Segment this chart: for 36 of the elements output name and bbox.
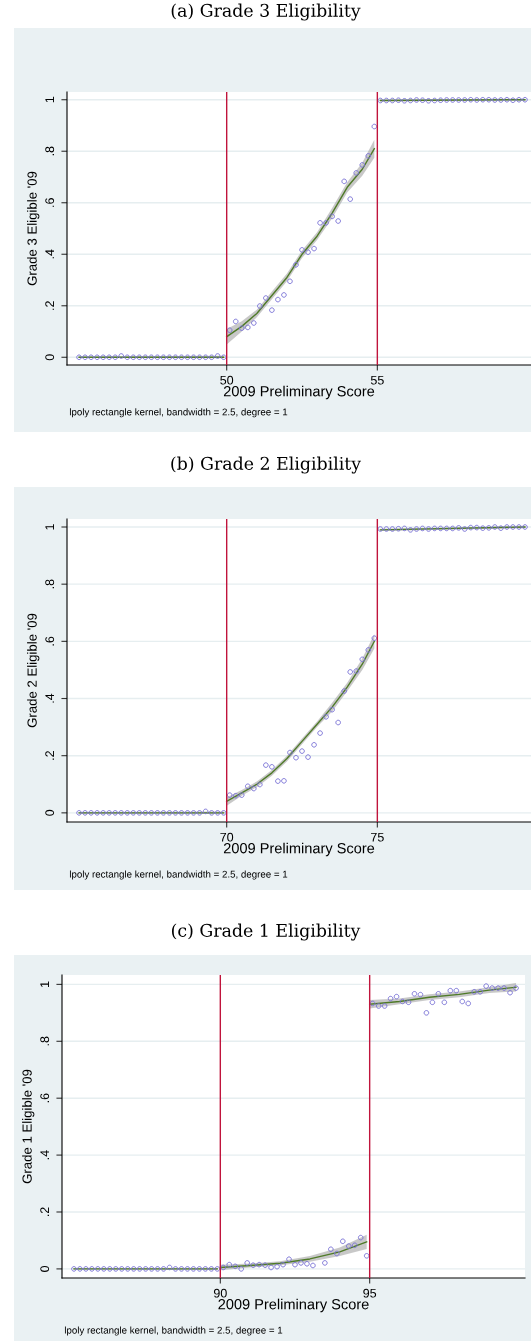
x-tick-label: 75 xyxy=(371,832,384,842)
y-tick-label: 1 xyxy=(45,96,54,103)
y-tick-label: .8 xyxy=(45,579,55,589)
y-axis-title: Grade 1 Eligible '09 xyxy=(22,1069,35,1184)
y-tick-label: 1 xyxy=(45,524,54,530)
x-tick-label: 55 xyxy=(370,375,384,385)
y-axis-title: Grade 3 Eligible '09 xyxy=(27,171,40,286)
y-tick-label: .8 xyxy=(40,1036,50,1046)
x-tick-label: 90 xyxy=(213,1288,227,1298)
y-tick-label: .6 xyxy=(40,1093,50,1103)
chart-title: (b) Grade 2 Eligibility xyxy=(171,456,362,474)
y-tick-label: .8 xyxy=(45,146,55,156)
x-axis-title: 2009 Preliminary Score xyxy=(218,1298,369,1313)
y-axis-title: Grade 2 Eligible '09 xyxy=(27,613,40,728)
chart-title: (c) Grade 1 Eligibility xyxy=(171,923,361,941)
x-axis-title: 2009 Preliminary Score xyxy=(223,842,375,857)
y-tick-label: .4 xyxy=(45,693,54,703)
y-tick-label: .4 xyxy=(40,1150,49,1160)
y-tick-label: 0 xyxy=(40,1265,50,1272)
y-tick-label: .2 xyxy=(40,1207,49,1217)
x-tick-label: 50 xyxy=(220,375,234,385)
y-tick-label: 0 xyxy=(45,809,55,816)
x-tick-label: 70 xyxy=(220,832,234,842)
x-tick-label: 95 xyxy=(363,1288,377,1298)
y-tick-label: .2 xyxy=(45,301,54,310)
text: lpoly rectangle kernel, bandwidth = 2.5, degree = 1 xyxy=(69,408,288,418)
y-tick-label: .2 xyxy=(45,751,54,760)
y-tick-label: 1 xyxy=(40,981,49,987)
y-tick-label: .6 xyxy=(45,198,55,207)
y-tick-label: .6 xyxy=(45,636,55,646)
text: lpoly rectangle kernel, bandwidth = 2.5, degree = 1 xyxy=(64,1326,283,1336)
chart-title: (a) Grade 3 Eligibility xyxy=(171,3,361,21)
x-axis-title: 2009 Preliminary Score xyxy=(223,385,375,400)
text: lpoly rectangle kernel, bandwidth = 2.5, degree = 1 xyxy=(69,870,288,880)
y-tick-label: 0 xyxy=(45,354,55,361)
y-tick-label: .4 xyxy=(45,249,54,259)
